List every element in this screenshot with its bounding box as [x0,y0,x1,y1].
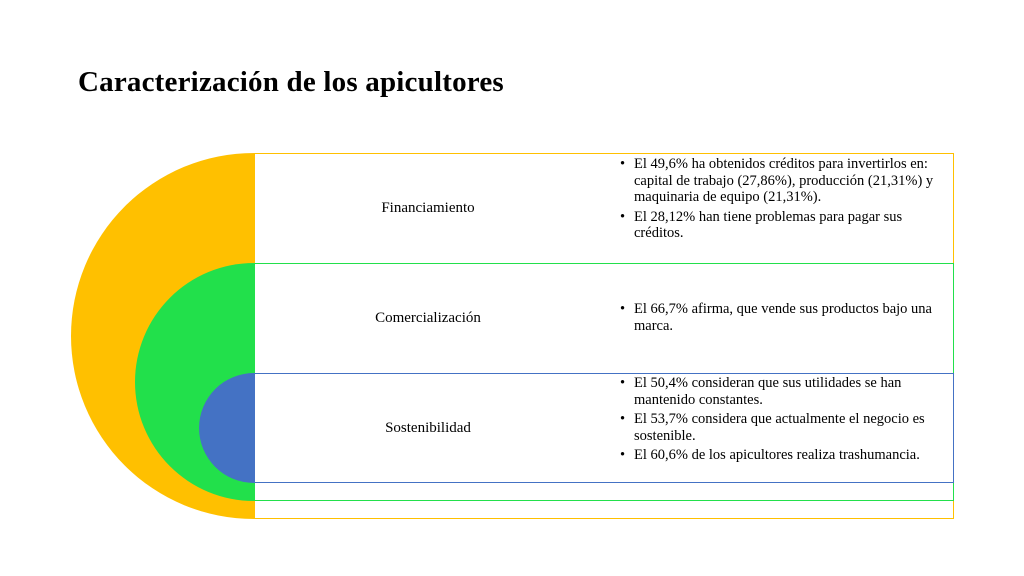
bullet-item: El 50,4% consideran que sus utilidades s… [612,375,952,408]
sostenibilidad-bullets: El 50,4% consideran que sus utilidades s… [612,375,952,467]
bullet-item: El 60,6% de los apicultores realiza tras… [612,447,952,464]
financiamiento-label: Financiamiento [381,200,475,216]
inner-arc-sostenibilidad [199,373,254,483]
bullet-item: El 49,6% ha obtenidos créditos para inve… [612,156,952,206]
sostenibilidad-box [254,373,954,483]
sostenibilidad-label: Sostenibilidad [385,420,471,436]
slide-title: Caracterización de los apicultores [78,66,504,98]
comercializacion-bullets: El 66,7% afirma, que vende sus productos… [612,301,952,337]
bullet-item: El 28,12% han tiene problemas para pagar… [612,209,952,242]
bullet-item: El 53,7% considera que actualmente el ne… [612,411,952,444]
bullet-item: El 66,7% afirma, que vende sus productos… [612,301,952,334]
comercializacion-label: Comercialización [375,310,481,326]
financiamiento-bullets: El 49,6% ha obtenidos créditos para inve… [612,156,952,245]
